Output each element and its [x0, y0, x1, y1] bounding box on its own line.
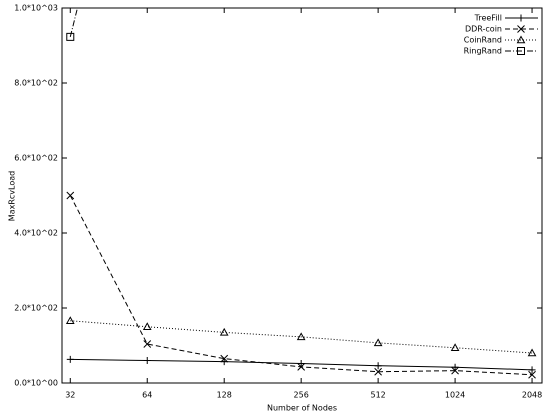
- x-tick-label: 256: [294, 391, 309, 400]
- marker: [142, 322, 152, 331]
- marker: [296, 332, 306, 341]
- legend-marker: [517, 25, 525, 33]
- marker: [374, 367, 382, 376]
- legend-marker: [516, 35, 526, 44]
- marker: [66, 32, 75, 41]
- marker: [451, 366, 459, 375]
- legend-label: DDR-coin: [465, 25, 502, 34]
- marker: [374, 362, 382, 370]
- y-axis-label: MaxRcvLoad: [8, 171, 17, 221]
- series-line: [70, 320, 533, 354]
- y-tick-label: 8.0*10^02: [14, 79, 58, 88]
- x-tick-label: 32: [65, 391, 75, 400]
- legend-marker: [517, 47, 525, 55]
- plot-border: [61, 7, 543, 384]
- marker: [450, 343, 460, 352]
- y-tick-label: 0.0*10^00: [14, 379, 58, 388]
- legend-marker: [517, 14, 525, 22]
- plot-area: [65, 8, 537, 379]
- x-tick-label: 1024: [445, 391, 465, 400]
- y-tick-label: 4.0*10^02: [14, 229, 58, 238]
- x-tick-label: 64: [142, 391, 152, 400]
- marker: [528, 366, 536, 374]
- series-line: [69, 8, 78, 37]
- y-tick-label: 2.0*10^02: [14, 304, 58, 313]
- marker: [373, 338, 383, 347]
- y-tick-label: 6.0*10^02: [14, 154, 58, 163]
- x-tick-label: 512: [370, 391, 385, 400]
- marker: [297, 363, 306, 371]
- marker: [220, 354, 229, 363]
- marker: [143, 357, 151, 364]
- marker: [451, 363, 459, 371]
- marker: [66, 355, 74, 363]
- x-axis-label: Number of Nodes: [267, 404, 337, 413]
- legend-label: TreeFill: [474, 14, 502, 23]
- y-tick-label: 1.0*10^03: [14, 4, 58, 13]
- marker: [143, 340, 152, 348]
- marker: [219, 327, 229, 336]
- legend-label: RingRand: [464, 47, 502, 56]
- marker: [65, 316, 75, 325]
- marker: [528, 370, 536, 379]
- marker: [527, 348, 537, 357]
- x-tick-label: 128: [217, 391, 232, 400]
- legend-label: CoinRand: [464, 36, 502, 45]
- marker: [297, 360, 305, 367]
- marker: [66, 191, 75, 200]
- x-tick-label: 2048: [522, 391, 542, 400]
